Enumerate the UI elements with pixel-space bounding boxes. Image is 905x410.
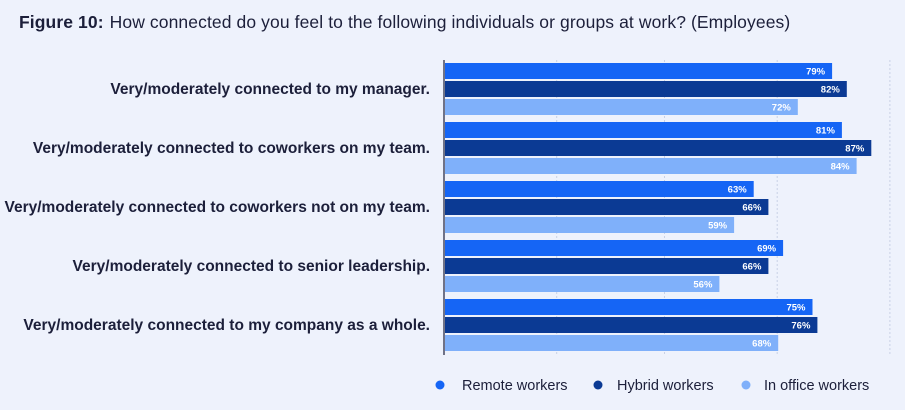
bar bbox=[445, 258, 769, 274]
bar-value-label: 66% bbox=[742, 262, 762, 273]
legend-marker bbox=[593, 380, 603, 390]
legend-label: In office workers bbox=[764, 378, 869, 394]
bar-value-label: 81% bbox=[816, 126, 836, 137]
legend-marker bbox=[741, 380, 751, 390]
bar-value-label: 59% bbox=[708, 221, 728, 232]
bar-value-label: 56% bbox=[693, 280, 713, 291]
bar bbox=[445, 122, 842, 138]
bar-value-label: 84% bbox=[831, 162, 851, 173]
bar-value-label: 75% bbox=[786, 303, 806, 314]
bar-value-label: 66% bbox=[742, 203, 762, 214]
bar-value-label: 68% bbox=[752, 339, 772, 350]
bar-value-label: 87% bbox=[845, 144, 865, 155]
bar bbox=[445, 299, 813, 315]
category-label: Very/moderately connected to coworkers n… bbox=[4, 199, 430, 216]
figure-title: Figure 10: How connected do you feel to t… bbox=[19, 12, 790, 33]
bar-value-label: 82% bbox=[821, 85, 841, 96]
bar-value-label: 76% bbox=[791, 321, 811, 332]
bar-value-label: 63% bbox=[728, 185, 748, 196]
legend-marker bbox=[435, 380, 445, 390]
bar bbox=[445, 140, 872, 156]
category-label: Very/moderately connected to senior lead… bbox=[73, 258, 430, 275]
legend-label: Hybrid workers bbox=[617, 378, 714, 394]
bar bbox=[445, 63, 833, 79]
figure-title-text: How connected do you feel to the followi… bbox=[109, 12, 791, 32]
bar bbox=[445, 217, 735, 233]
bar bbox=[445, 317, 818, 333]
bar bbox=[445, 276, 720, 292]
bar bbox=[445, 81, 847, 97]
category-label: Very/moderately connected to my company … bbox=[23, 317, 430, 334]
bar bbox=[445, 240, 784, 256]
bar bbox=[445, 335, 779, 351]
legend-label: Remote workers bbox=[462, 378, 568, 394]
bar bbox=[445, 181, 754, 197]
bar-value-label: 72% bbox=[772, 103, 792, 114]
category-label: Very/moderately connected to coworkers o… bbox=[33, 140, 430, 157]
bar bbox=[445, 199, 769, 215]
category-label: Very/moderately connected to my manager. bbox=[110, 81, 430, 98]
bar-value-label: 79% bbox=[806, 67, 826, 78]
bar-value-label: 69% bbox=[757, 244, 777, 255]
bar bbox=[445, 99, 798, 115]
figure-label: Figure 10: bbox=[19, 12, 104, 32]
bar bbox=[445, 158, 857, 174]
